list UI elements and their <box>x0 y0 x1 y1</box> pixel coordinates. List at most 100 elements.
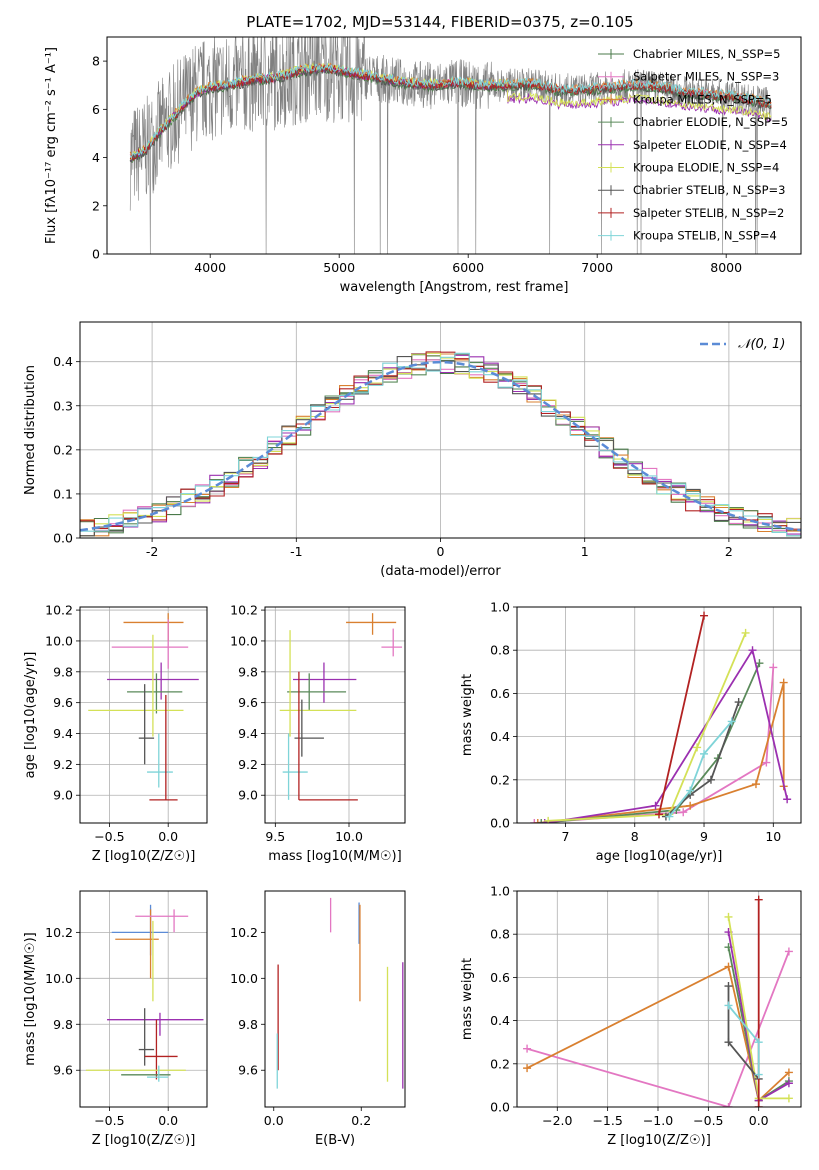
y-tick-label: 9.0 <box>238 788 258 803</box>
y-tick-label: 0.0 <box>53 531 73 546</box>
mass_vs_ebv-panel: 0.0 0.2 9.6 9.8 10.0 10.2 E(B-V) <box>230 890 406 1148</box>
weight-marker <box>754 1038 763 1047</box>
data-point <box>115 909 159 979</box>
data-point <box>107 1012 204 1036</box>
x-tick-label: −1.0 <box>643 1113 673 1128</box>
y-tick-label: 0.8 <box>490 927 510 942</box>
data-point <box>127 673 183 714</box>
x-tick-label: 10 <box>765 829 781 844</box>
spectrum-legend: Chabrier MILES, N_SSP=5 Salpeter MILES, N… <box>598 47 788 243</box>
y-tick-label: 9.6 <box>53 1063 73 1078</box>
residuals-plot-area <box>80 351 801 537</box>
weight-series <box>544 628 750 823</box>
weight-marker <box>784 1094 793 1103</box>
residual-histogram <box>80 352 801 537</box>
y-tick-label: 9.6 <box>238 695 258 710</box>
spectrum-panel: 4000 5000 6000 7000 8000 0 2 4 6 8 wavelength [Ang… <box>44 36 802 295</box>
weight-line <box>526 965 790 1103</box>
x-tick-label: -2 <box>146 544 158 559</box>
x-tick-label: 8 <box>631 829 639 844</box>
legend-label: Kroupa MILES, N_SSP=5 <box>633 92 772 106</box>
mass_vs_Z-plot-area <box>85 904 204 1082</box>
massweight_vs_age-frame <box>516 606 802 824</box>
legend-label: 𝒩(0, 1) <box>738 337 785 352</box>
x-axis-label: E(B-V) <box>315 1133 355 1148</box>
x-tick-label: −2.0 <box>542 1113 572 1128</box>
y-tick-label: 9.6 <box>238 1063 258 1078</box>
y-tick-label: 0.0 <box>490 816 510 831</box>
weight-marker <box>741 628 750 637</box>
massweight_vs_Z-panel: −2.0 −1.5 −1.0 −0.5 0.0 0.0 0.2 0.4 0.6 0.8 1.0 Z [… <box>460 884 802 1148</box>
data-point <box>147 733 173 788</box>
legend-label: Salpeter STELIB, N_SSP=2 <box>633 206 784 220</box>
age_vs_Z-plot-area <box>88 613 199 801</box>
y-tick-label: 0.4 <box>490 729 510 744</box>
x-tick-label: 0.2 <box>351 1113 371 1128</box>
weight-marker <box>533 819 542 823</box>
data-point <box>346 613 397 635</box>
mass_vs_Z-frame <box>79 890 208 1108</box>
y-tick-label: 4 <box>92 150 100 165</box>
massweight_vs_Z-plot-area <box>523 895 793 1107</box>
weight-series <box>530 663 778 823</box>
legend-label: Salpeter ELODIE, N_SSP=4 <box>633 138 787 152</box>
weight-marker <box>784 947 793 956</box>
weight-line <box>534 667 775 823</box>
data-point <box>298 671 358 801</box>
data-point <box>111 904 169 956</box>
age_vs_Z-panel: −0.5 0.0 9.0 9.2 9.4 9.6 9.8 10.0 10.2 Z [log10(Z… <box>23 603 208 864</box>
y-tick-label: 9.2 <box>53 757 73 772</box>
weight-marker <box>544 816 553 823</box>
weight-marker <box>686 801 695 810</box>
mass_vs_ebv-frame <box>264 890 406 1108</box>
x-tick-label: 7 <box>562 829 570 844</box>
data-point <box>149 694 178 801</box>
y-tick-label: 9.0 <box>53 788 73 803</box>
weight-marker <box>665 812 674 821</box>
y-tick-label: 1.0 <box>490 600 510 615</box>
y-tick-label: 1.0 <box>490 884 510 899</box>
x-tick-label: 9 <box>700 829 708 844</box>
weight-marker <box>754 1070 763 1079</box>
data-point <box>138 684 155 765</box>
age_vs_mass-panel: 9.5 10.0 9.0 9.2 9.4 9.6 9.8 10.0 10.2 mass [log1… <box>230 603 406 864</box>
weight-line <box>541 662 761 823</box>
y-axis-label: mass weight <box>460 674 475 756</box>
weight-line <box>526 951 790 1107</box>
age_vs_mass-plot-area <box>279 613 403 801</box>
model-spectrum-line <box>129 62 772 159</box>
weight-marker <box>724 1001 733 1010</box>
data-point <box>293 662 357 703</box>
weight-marker <box>724 982 733 991</box>
y-tick-label: 9.6 <box>53 695 73 710</box>
y-tick-label: 8 <box>92 54 100 69</box>
x-tick-label: 0.0 <box>158 829 178 844</box>
x-axis-label: Z [log10(Z/Z☉)] <box>92 1133 196 1148</box>
x-tick-label: 6000 <box>452 260 484 275</box>
y-tick-label: 9.8 <box>238 1017 258 1032</box>
mass_vs_Z-panel: −0.5 0.0 9.6 9.8 10.0 10.2 Z [log10(Z/Z☉)] mass… <box>23 890 208 1148</box>
weight-marker <box>784 1068 793 1077</box>
data-point <box>111 619 189 669</box>
weight-marker <box>755 659 764 668</box>
weight-marker <box>523 1064 532 1073</box>
figure-title: PLATE=1702, MJD=53144, FIBERID=0375, z=0… <box>246 13 633 31</box>
legend-label: Chabrier STELIB, N_SSP=3 <box>633 183 785 197</box>
data-point <box>144 1019 178 1080</box>
y-tick-label: 0.6 <box>490 686 510 701</box>
y-tick-label: 9.8 <box>53 1017 73 1032</box>
data-point <box>147 1065 169 1082</box>
weight-series <box>724 1001 763 1079</box>
weight-marker <box>655 810 663 819</box>
y-tick-label: 9.8 <box>53 664 73 679</box>
weight-marker <box>762 758 771 767</box>
x-axis-label: wavelength [Angstrom, rest frame] <box>340 280 569 295</box>
x-tick-label: 5000 <box>323 260 355 275</box>
y-tick-label: 9.4 <box>238 726 258 741</box>
age_vs_mass-frame <box>264 606 406 824</box>
weight-marker <box>734 698 743 707</box>
weight-marker <box>754 1103 763 1107</box>
data-point <box>381 628 403 657</box>
residual-histogram <box>80 351 801 530</box>
